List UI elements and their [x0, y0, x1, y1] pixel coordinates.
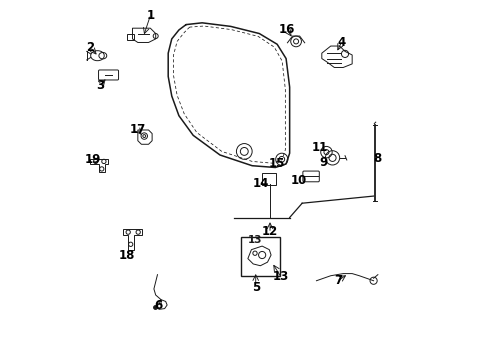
Text: 13: 13: [272, 270, 289, 283]
Text: 10: 10: [291, 174, 307, 186]
Text: 15: 15: [269, 157, 285, 170]
Text: 4: 4: [337, 36, 345, 49]
Bar: [241, 237, 280, 276]
Text: 16: 16: [279, 23, 295, 36]
Text: 5: 5: [251, 281, 260, 294]
Text: 14: 14: [253, 177, 270, 190]
Text: 13: 13: [248, 234, 262, 244]
Text: 7: 7: [334, 274, 342, 287]
Text: 3: 3: [96, 79, 104, 92]
Text: 9: 9: [319, 156, 328, 169]
Text: 17: 17: [130, 123, 146, 136]
Text: 8: 8: [373, 152, 381, 165]
Text: 18: 18: [119, 249, 135, 262]
Text: 1: 1: [147, 9, 154, 22]
Text: 19: 19: [85, 153, 101, 166]
Bar: [127, 33, 134, 40]
Text: 2: 2: [87, 41, 95, 54]
Bar: [262, 173, 276, 185]
Text: 6: 6: [154, 299, 163, 312]
Text: 12: 12: [262, 225, 278, 238]
Text: 11: 11: [312, 141, 328, 154]
